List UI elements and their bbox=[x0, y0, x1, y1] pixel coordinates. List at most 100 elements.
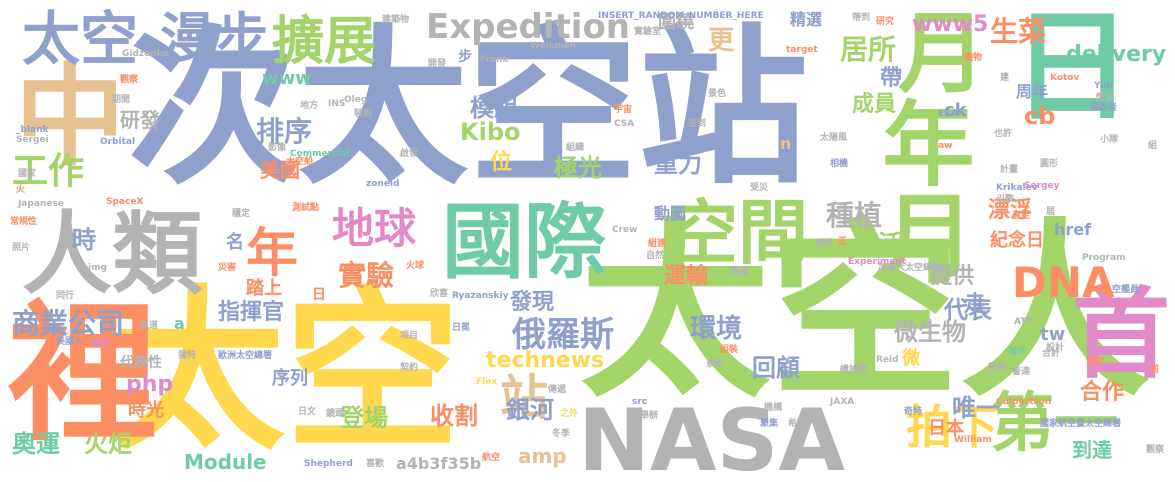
word: 圓形 bbox=[1040, 159, 1059, 169]
word: 登場 bbox=[340, 404, 388, 432]
word: 機械臂 bbox=[840, 365, 868, 375]
word: 航空 bbox=[482, 453, 501, 463]
word: 期間 bbox=[112, 95, 131, 105]
word: 自然 bbox=[646, 251, 665, 261]
word: 研究 bbox=[876, 17, 895, 27]
word: Frank bbox=[480, 55, 509, 65]
word: img bbox=[88, 263, 107, 273]
word: 回顧 bbox=[752, 354, 800, 382]
word: ATK bbox=[1014, 317, 1034, 327]
word: 發現 bbox=[510, 290, 555, 315]
word: 帶 bbox=[880, 66, 903, 91]
word: 日 bbox=[1012, 0, 1132, 137]
word: 情況 bbox=[1096, 93, 1115, 103]
word: 代表 bbox=[944, 296, 992, 324]
word: 走 bbox=[964, 292, 987, 317]
word: 國際 bbox=[442, 195, 607, 290]
word: Program bbox=[1082, 253, 1126, 263]
word: aw bbox=[938, 141, 953, 151]
word: 也許 bbox=[994, 129, 1013, 139]
word: 發射 bbox=[1086, 357, 1105, 367]
word: 啟發 bbox=[400, 149, 419, 159]
word: 宇宙 bbox=[614, 105, 633, 115]
word: 年 bbox=[246, 224, 299, 284]
word: 設計 bbox=[1046, 343, 1065, 353]
word: 國家 bbox=[18, 169, 37, 179]
word: 合計 bbox=[1042, 349, 1061, 359]
word: 工作 bbox=[12, 151, 85, 192]
word: 人類 bbox=[22, 202, 202, 307]
word: 建 bbox=[1000, 73, 1010, 83]
word: 鏡物 bbox=[964, 53, 983, 63]
word: 新聞 bbox=[988, 363, 1007, 373]
word: 送到 bbox=[688, 119, 707, 129]
word: 災害 bbox=[218, 263, 237, 273]
word: Crew bbox=[612, 225, 638, 235]
word: 建築物 bbox=[382, 15, 410, 25]
word: 裡 bbox=[8, 288, 159, 462]
word: 聚集 bbox=[760, 419, 779, 429]
word: DNA bbox=[1012, 258, 1115, 307]
word: Weisman bbox=[530, 41, 577, 51]
word: 圍繞 bbox=[658, 12, 694, 33]
word: 組織 bbox=[566, 143, 585, 153]
word: cb bbox=[1024, 102, 1056, 130]
word: 項目 bbox=[400, 331, 419, 341]
word: src bbox=[632, 397, 648, 407]
word: 時 bbox=[72, 226, 96, 254]
word: 契約 bbox=[400, 363, 419, 373]
word: 種植 bbox=[826, 199, 883, 232]
word: Reid bbox=[876, 355, 899, 365]
word: SpaceX bbox=[106, 197, 144, 207]
word: Sergei bbox=[16, 135, 49, 145]
word: 拍下 bbox=[906, 400, 998, 454]
word: 居所 bbox=[840, 33, 897, 66]
word: 微生物 bbox=[894, 318, 966, 346]
word: 到達 bbox=[1072, 438, 1112, 462]
word: 序列 bbox=[272, 368, 308, 389]
word: 微 bbox=[902, 348, 920, 369]
word: 空艦員 bbox=[1112, 285, 1140, 295]
word: 照片 bbox=[12, 243, 31, 253]
word: 觀察 bbox=[1146, 445, 1165, 455]
word: 漂浮 bbox=[988, 198, 1033, 223]
word: 開發 bbox=[428, 59, 447, 69]
word: 受災 bbox=[750, 183, 769, 193]
word: 紀念日 bbox=[990, 230, 1044, 251]
word: 日冕 bbox=[452, 323, 471, 333]
word: 美國 bbox=[260, 158, 300, 182]
word: 運輸 bbox=[664, 264, 709, 289]
word: INSERT_RANDOM_NUMBER_HERE bbox=[598, 11, 764, 21]
word: 名 bbox=[226, 232, 244, 253]
word: 太空船 bbox=[286, 157, 314, 167]
word: 代表性 bbox=[120, 355, 162, 371]
word: 景象 bbox=[706, 359, 725, 369]
word: 成員 bbox=[852, 92, 897, 117]
word: Kotov bbox=[1050, 73, 1080, 83]
word: 鏡頭 bbox=[326, 409, 345, 419]
word: 生菜 bbox=[990, 15, 1047, 48]
word: www5 bbox=[912, 12, 989, 37]
word: Commercial bbox=[290, 149, 350, 159]
word: 研發 bbox=[120, 108, 160, 132]
word: 空間 bbox=[668, 192, 808, 274]
word: 警達 bbox=[1012, 367, 1031, 377]
word: 日文 bbox=[298, 407, 317, 417]
word: Module bbox=[184, 450, 267, 474]
word: CSA bbox=[614, 119, 635, 129]
word: 冬季 bbox=[552, 429, 571, 439]
word: 之外 bbox=[560, 409, 579, 419]
word: n bbox=[780, 134, 792, 153]
word: technews bbox=[486, 348, 605, 373]
word: 測試點 bbox=[292, 203, 320, 213]
word: William bbox=[954, 435, 992, 445]
word: 火球 bbox=[406, 261, 425, 271]
word: a bbox=[174, 314, 185, 333]
word: 奧運 bbox=[730, 267, 749, 277]
word: 帶到 bbox=[852, 13, 871, 23]
word: 步 bbox=[458, 49, 472, 65]
word: 銀河 bbox=[506, 396, 554, 424]
word: 屆 bbox=[1046, 207, 1056, 217]
word: 地球 bbox=[332, 204, 417, 253]
